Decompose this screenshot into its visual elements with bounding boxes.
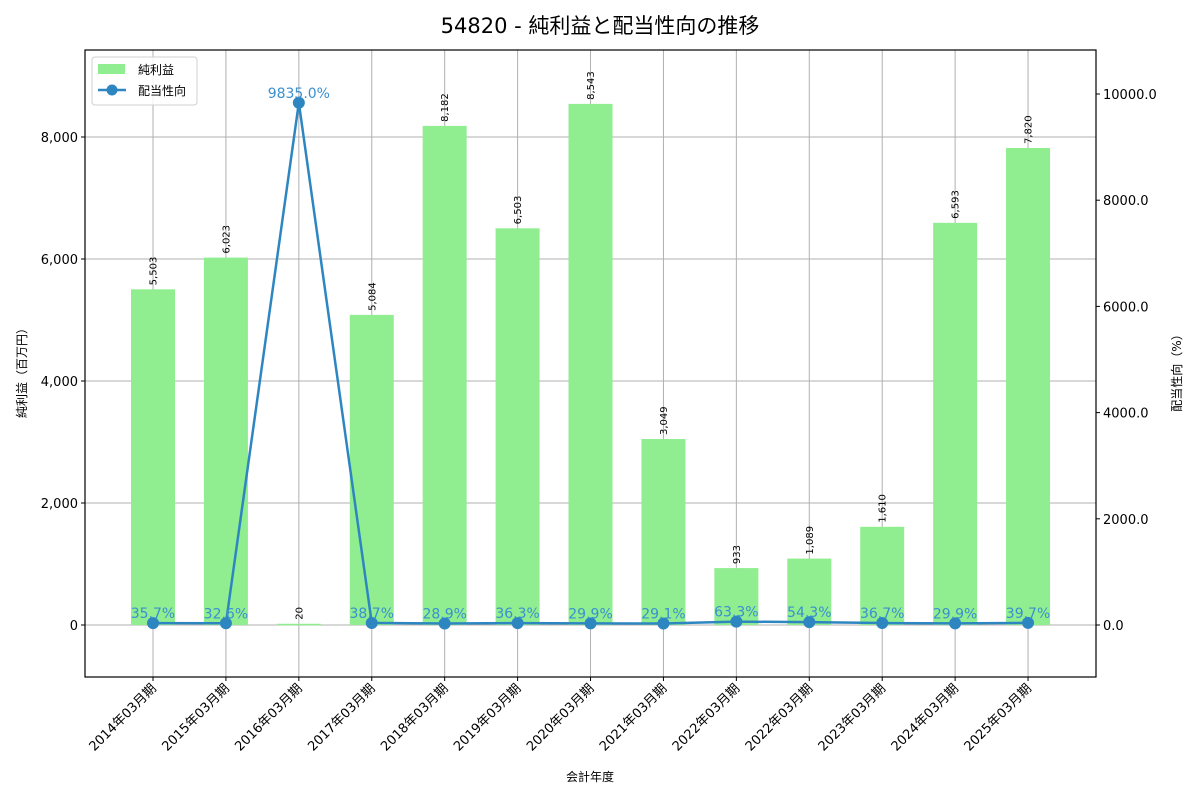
bar-value-label: 5,503: [149, 257, 160, 286]
net-income-bar: [933, 222, 978, 625]
bar-value-label: 1,610: [878, 494, 889, 523]
net-income-bar: [641, 439, 686, 625]
payout-ratio-value-label: 36.7%: [860, 606, 904, 622]
payout-ratio-marker-icon: [803, 616, 816, 629]
right-y-axis-label: 配当性向（%）: [1169, 328, 1184, 411]
net-income-bar: [203, 257, 248, 625]
bar-value-labels: 5,503 6,023 20 5,084 8,182 6,503 8,543 3,049 933…: [149, 71, 1035, 620]
x-axis: 2014年03月期 2015年03月期 2016年03月期 2017年03月期 2018…: [87, 677, 1035, 755]
payout-ratio-value-label: 38.7%: [350, 606, 394, 622]
x-tick-label: 2021年03月期: [597, 681, 670, 754]
x-tick-label: 2020年03月期: [524, 681, 597, 754]
payout-ratio-labels: 35.7% 32.6% 9835.0% 38.7% 28.9% 36.3% 29.9% 29.…: [131, 86, 1051, 623]
left-tick-label: 8,000: [41, 131, 78, 146]
right-tick-label: 8000.0: [1103, 194, 1149, 209]
payout-ratio-value-label: 36.3%: [495, 606, 539, 622]
x-tick-label: 2017年03月期: [305, 681, 378, 754]
x-tick-label: 2016年03月期: [232, 681, 305, 754]
bar-value-label: 8,543: [586, 71, 597, 100]
legend: 純利益 配当性向: [91, 56, 198, 106]
legend-marker-icon: [106, 84, 118, 96]
payout-ratio-marker-icon: [511, 617, 524, 630]
x-tick-label: 2019年03月期: [451, 681, 524, 754]
payout-ratio-value-label: 63.3%: [714, 605, 758, 621]
bar-value-label: 5,084: [367, 282, 378, 311]
bar-value-label: 3,049: [659, 406, 670, 435]
payout-ratio-marker-icon: [219, 617, 232, 630]
left-tick-label: 6,000: [41, 253, 78, 268]
left-tick-label: 2,000: [41, 497, 78, 512]
left-tick-label: 4,000: [41, 375, 78, 390]
payout-ratio-value-label: 29.9%: [568, 606, 612, 622]
x-tick-label: 2018年03月期: [378, 681, 451, 754]
payout-ratio-value-label: 28.9%: [422, 606, 466, 622]
net-income-bar: [860, 526, 905, 625]
x-tick-label: 2023年03月期: [816, 681, 889, 754]
payout-ratio-marker-icon: [584, 617, 597, 630]
bar-value-label: 20: [294, 607, 305, 620]
payout-ratio-value-label: 32.6%: [204, 606, 248, 622]
payout-ratio-marker-icon: [949, 617, 962, 630]
x-tick-label: 2025年03月期: [962, 681, 1035, 754]
bar-value-label: 6,503: [513, 196, 524, 225]
bar-value-label: 8,182: [440, 93, 451, 122]
right-tick-label: 0.0: [1103, 619, 1124, 634]
x-tick-label: 2024年03月期: [889, 681, 962, 754]
payout-ratio-marker-icon: [730, 615, 743, 628]
x-tick-label: 2022年03月期: [743, 681, 816, 754]
payout-ratio-value-label: 9835.0%: [268, 86, 330, 102]
net-income-bar: [131, 289, 175, 625]
payout-ratio-value-label: 54.3%: [787, 605, 831, 621]
payout-ratio-value-label: 39.7%: [1006, 606, 1050, 622]
chart-title: 54820 - 純利益と配当性向の推移: [440, 14, 760, 38]
legend-label-payout-ratio: 配当性向: [138, 83, 186, 98]
left-tick-label: 0: [70, 619, 78, 634]
payout-ratio-marker-icon: [876, 617, 889, 630]
net-income-bar: [1006, 147, 1051, 626]
bar-value-label: 6,023: [221, 225, 232, 254]
payout-ratio-marker-icon: [292, 96, 305, 109]
net-income-bar: [568, 103, 613, 625]
net-income-bar: [422, 125, 467, 625]
payout-ratio-value-label: 29.1%: [641, 606, 685, 622]
bar-value-label: 933: [732, 545, 743, 564]
payout-ratio-marker-icon: [365, 616, 378, 629]
payout-ratio-value-label: 35.7%: [131, 606, 175, 622]
payout-ratio-line: [147, 96, 1035, 630]
net-income-bar: [714, 568, 759, 625]
left-y-axis: 0 2,000 4,000 6,000 8,000: [41, 131, 85, 634]
payout-ratio-value-label: 29.9%: [933, 606, 977, 622]
net-income-bar: [276, 623, 321, 626]
legend-label-net-income: 純利益: [138, 63, 174, 77]
net-income-bar: [495, 228, 540, 625]
legend-bar-swatch-icon: [98, 64, 125, 74]
right-tick-label: 2000.0: [1103, 513, 1149, 528]
net-income-bar: [349, 314, 394, 625]
right-tick-label: 6000.0: [1103, 300, 1149, 315]
right-tick-label: 4000.0: [1103, 407, 1149, 422]
right-y-axis: 0.0 2000.0 4000.0 6000.0 8000.0 10000.0: [1096, 88, 1157, 634]
bar-value-label: 6,593: [951, 190, 962, 219]
right-tick-label: 10000.0: [1103, 88, 1157, 103]
net-income-bars: [131, 103, 1051, 626]
x-axis-label: 会計年度: [566, 769, 614, 784]
net-income-bar: [787, 558, 832, 625]
x-tick-label: 2022年03月期: [670, 681, 743, 754]
payout-ratio-marker-icon: [147, 617, 159, 630]
x-tick-label: 2015年03月期: [159, 681, 232, 754]
payout-ratio-marker-icon: [438, 617, 451, 630]
payout-ratio-marker-icon: [1022, 616, 1035, 629]
payout-ratio-marker-icon: [657, 617, 670, 630]
x-tick-label: 2014年03月期: [87, 681, 160, 754]
bar-value-label: 1,089: [805, 526, 816, 555]
left-y-axis-label: 純利益（百万円）: [15, 322, 29, 418]
bar-value-label: 7,820: [1024, 115, 1035, 144]
